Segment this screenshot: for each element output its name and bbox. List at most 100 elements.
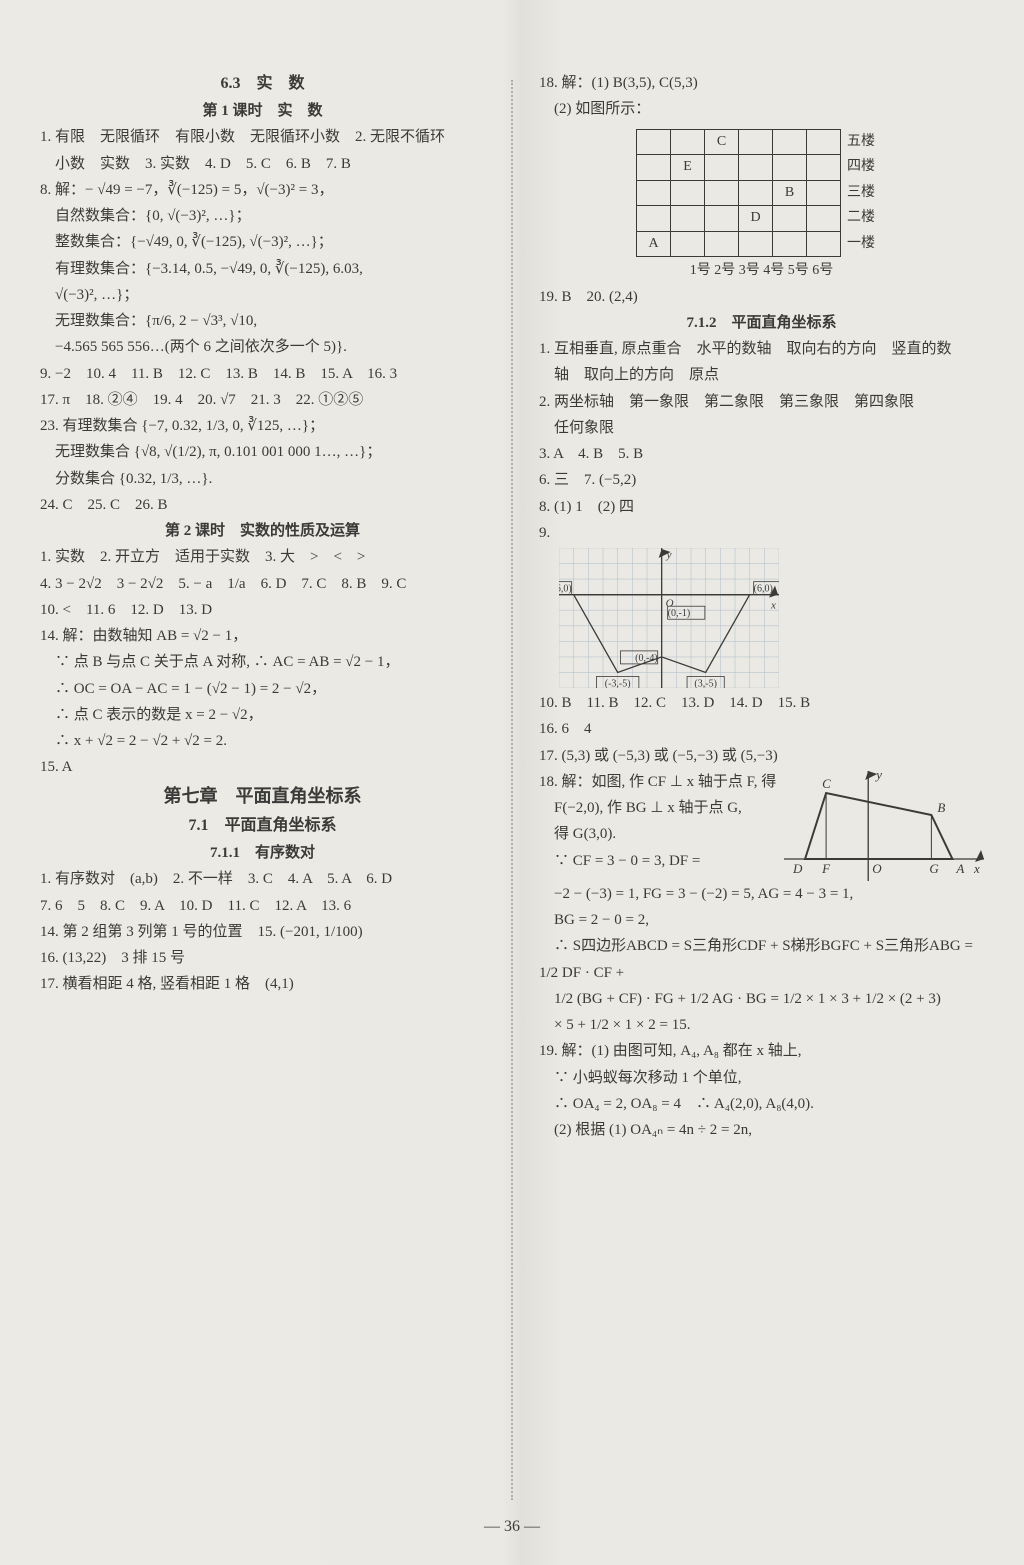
- ans-line: 无理数集合 {√8, √(1/2), π, 0.101 001 000 1…, …: [40, 439, 485, 465]
- ans-line: 1. 实数 2. 开立方 适用于实数 3. 大 > < >: [40, 544, 485, 570]
- svg-text:C: C: [822, 776, 831, 791]
- ans-line: 14. 第 2 组第 3 列第 1 号的位置 15. (−201, 1/100): [40, 919, 485, 945]
- building-cell: [807, 180, 841, 206]
- ans-line: 14. 解：由数轴知 AB = √2 − 1，: [40, 623, 485, 649]
- ans-line: 17. π 18. ②④ 19. 4 20. √7 21. 3 22. ①②⑤: [40, 387, 485, 413]
- ans-line: 19. B 20. (2,4): [539, 284, 984, 310]
- svg-text:D: D: [792, 861, 803, 876]
- chapter-7-title: 第七章 平面直角坐标系: [40, 781, 485, 813]
- building-cell: [705, 155, 739, 181]
- building-cell: [671, 180, 705, 206]
- ans-line: ∵ 小蚂蚁每次移动 1 个单位,: [539, 1065, 984, 1091]
- ans-line: 3. A 4. B 5. B: [539, 441, 984, 467]
- svg-text:y: y: [666, 549, 672, 561]
- building-cell: [807, 231, 841, 257]
- svg-text:O: O: [872, 861, 882, 876]
- floor-label: 二楼: [841, 206, 887, 232]
- svg-text:(0,-4): (0,-4): [635, 653, 658, 664]
- building-col-labels: 1号 2号 3号 4号 5号 6号: [539, 259, 984, 284]
- ans-line: 无理数集合：{π/6, 2 − √3³, √10,: [40, 308, 485, 334]
- sec-7-1-1-title: 7.1.1 有序数对: [40, 840, 485, 866]
- building-cell: [807, 129, 841, 155]
- building-cell: B: [773, 180, 807, 206]
- sec-7-1-2-title: 7.1.2 平面直角坐标系: [539, 310, 984, 336]
- ans-line: 1. 有限 无限循环 有限小数 无限循环小数 2. 无限不循环: [40, 124, 485, 150]
- building-cell: [705, 231, 739, 257]
- ans-line: 1. 互相垂直, 原点重合 水平的数轴 取向右的方向 竖直的数: [539, 336, 984, 362]
- building-cell: [671, 206, 705, 232]
- ans-line: BG = 2 − 0 = 2,: [539, 907, 984, 933]
- ans-line: 23. 有理数集合 {−7, 0.32, 1/3, 0, ∛125, …}；: [40, 413, 485, 439]
- ans-line: ∴ OA₄ = 2, OA₈ = 4 ∴ A₄(2,0), A₈(4,0).: [539, 1091, 984, 1117]
- ans-line: 整数集合：{−√49, 0, ∛(−125), √(−3)², …}；: [40, 229, 485, 255]
- svg-text:(3,-5): (3,-5): [694, 678, 717, 688]
- ans-line: 16. 6 4: [539, 716, 984, 742]
- ans-line: 10. < 11. 6 12. D 13. D: [40, 597, 485, 623]
- sec-6-3-title: 6.3 实 数: [40, 70, 485, 98]
- svg-text:(0,-1): (0,-1): [668, 608, 690, 619]
- ans-line: 6. 三 7. (−5,2): [539, 467, 984, 493]
- ans-line: × 5 + 1/2 × 1 × 2 = 15.: [539, 1012, 984, 1038]
- ans-line: 轴 取向上的方向 原点: [539, 362, 984, 388]
- ans-line: 有理数集合：{−3.14, 0.5, −√49, 0, ∛(−125), 6.0…: [40, 256, 485, 282]
- building-grid: C五楼E四楼B三楼D二楼A一楼 1号 2号 3号 4号 5号 6号: [539, 123, 984, 284]
- building-cell: [773, 206, 807, 232]
- lesson-1-title: 第 1 课时 实 数: [40, 98, 485, 124]
- svg-text:(6,0): (6,0): [754, 584, 773, 595]
- building-cell: C: [705, 129, 739, 155]
- svg-text:G: G: [929, 861, 939, 876]
- ans-line: 4. 3 − 2√2 3 − 2√2 5. − a 1/a 6. D 7. C …: [40, 571, 485, 597]
- ans-line: 9. −2 10. 4 11. B 12. C 13. B 14. B 15. …: [40, 361, 485, 387]
- ans-line: 8. (1) 1 (2) 四: [539, 494, 984, 520]
- left-column: 6.3 实 数 第 1 课时 实 数 1. 有限 无限循环 有限小数 无限循环小…: [40, 70, 485, 1545]
- ans-line: 18. 解：(1) B(3,5), C(5,3): [539, 70, 984, 96]
- building-cell: [807, 206, 841, 232]
- building-cell: [773, 231, 807, 257]
- svg-text:F: F: [821, 861, 831, 876]
- ans-line: 小数 实数 3. 实数 4. D 5. C 6. B 7. B: [40, 151, 485, 177]
- floor-label: 三楼: [841, 180, 887, 206]
- ans-line: 24. C 25. C 26. B: [40, 492, 485, 518]
- ans-line: 2. 两坐标轴 第一象限 第二象限 第三象限 第四象限: [539, 389, 984, 415]
- ans-line: 17. (5,3) 或 (−5,3) 或 (−5,−3) 或 (5,−3): [539, 743, 984, 769]
- ans-line: 16. (13,22) 3 排 15 号: [40, 945, 485, 971]
- ans-line: ∴ x + √2 = 2 − √2 + √2 = 2.: [40, 728, 485, 754]
- ans-line: √(−3)², …}；: [40, 282, 485, 308]
- building-cell: E: [671, 155, 705, 181]
- ans-line: 7. 6 5 8. C 9. A 10. D 11. C 12. A 13. 6: [40, 893, 485, 919]
- svg-text:B: B: [937, 800, 945, 815]
- svg-text:x: x: [770, 600, 776, 612]
- building-cell: [739, 155, 773, 181]
- building-cell: [671, 129, 705, 155]
- ans-line: (2) 根据 (1) OA₄ₙ = 4n ÷ 2 = 2n,: [539, 1117, 984, 1143]
- ans-line: 10. B 11. B 12. C 13. D 14. D 15. B: [539, 690, 984, 716]
- svg-text:(-6,0): (-6,0): [559, 584, 572, 595]
- ans-line: 8. 解：− √49 = −7，∛(−125) = 5，√(−3)² = 3，: [40, 177, 485, 203]
- building-cell: D: [739, 206, 773, 232]
- ans-line: 9.: [539, 520, 984, 546]
- ans-line: 15. A: [40, 754, 485, 780]
- right-column: 18. 解：(1) B(3,5), C(5,3) (2) 如图所示： C五楼E四…: [539, 70, 984, 1545]
- ans-line: 19. 解：(1) 由图可知, A₄, A₈ 都在 x 轴上,: [539, 1038, 984, 1064]
- page-number: — 36 —: [0, 1513, 1024, 1541]
- floor-label: 一楼: [841, 231, 887, 257]
- building-cell: [637, 155, 671, 181]
- column-divider: [511, 80, 513, 1500]
- ans-line: 自然数集合：{0, √(−3)², …}；: [40, 203, 485, 229]
- building-cell: [773, 129, 807, 155]
- ans-line: ∴ 点 C 表示的数是 x = 2 − √2，: [40, 702, 485, 728]
- building-cell: [637, 129, 671, 155]
- building-cell: [739, 180, 773, 206]
- building-cell: [671, 231, 705, 257]
- building-cell: [773, 155, 807, 181]
- ans-line: −4.565 565 556…(两个 6 之间依次多一个 5)}.: [40, 334, 485, 360]
- ans-line: ∴ OC = OA − AC = 1 − (√2 − 1) = 2 − √2，: [40, 676, 485, 702]
- floor-label: 五楼: [841, 129, 887, 155]
- building-cell: [637, 180, 671, 206]
- building-cell: [705, 180, 739, 206]
- lesson-2-title: 第 2 课时 实数的性质及运算: [40, 518, 485, 544]
- ans-line: 17. 横看相距 4 格, 竖看相距 1 格 (4,1): [40, 971, 485, 997]
- coordinate-graph: yxO(-6,0)(6,0)(0,-1)(0,-4)(-3,-5)(3,-5): [559, 548, 984, 688]
- trapezoid-figure: CBDFOGAyx: [784, 771, 984, 881]
- ans-line: 1/2 (BG + CF) · FG + 1/2 AG · BG = 1/2 ×…: [539, 986, 984, 1012]
